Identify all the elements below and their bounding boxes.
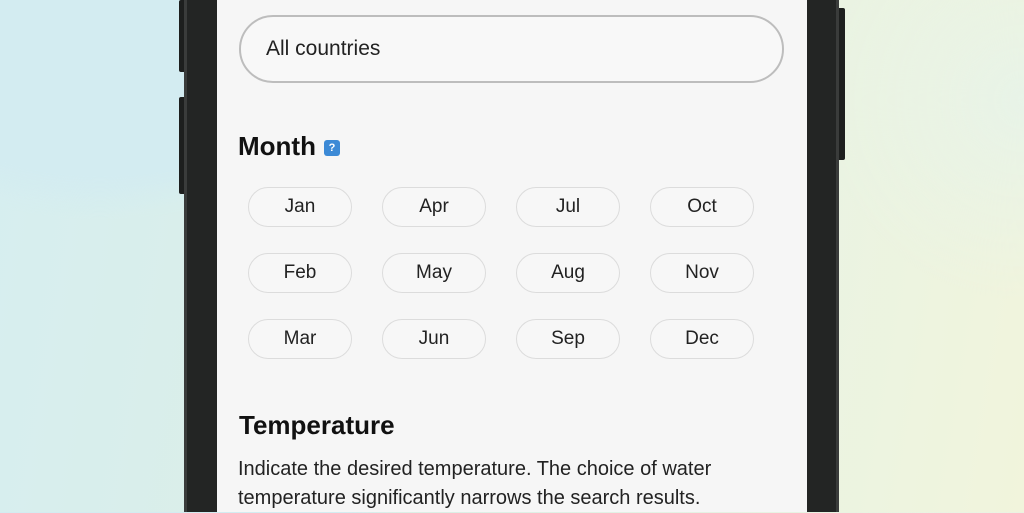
temperature-description: Indicate the desired temperature. The ch… [238,458,712,509]
month-chip-jun[interactable]: Jun [382,319,486,359]
month-chip-apr[interactable]: Apr [382,187,486,227]
month-chip-may[interactable]: May [382,253,486,293]
phone-volume-button [179,0,187,72]
month-chip-mar[interactable]: Mar [248,319,352,359]
month-chip-nov[interactable]: Nov [650,253,754,293]
country-select[interactable]: All countries [239,15,784,83]
month-chip-feb[interactable]: Feb [248,253,352,293]
month-chip-sep[interactable]: Sep [516,319,620,359]
month-chip-jul[interactable]: Jul [516,187,620,227]
phone-power-button [836,8,845,160]
month-chip-oct[interactable]: Oct [650,187,754,227]
month-chips: Jan Apr Jul Oct Feb May Aug Nov Mar Jun Sep Dec [248,187,754,359]
month-chip-dec[interactable]: Dec [650,319,754,359]
month-title: Month [238,131,316,161]
month-chip-aug[interactable]: Aug [516,253,620,293]
temperature-heading: Temperature [239,410,395,440]
help-icon[interactable]: ? [323,140,340,156]
month-chip-jan[interactable]: Jan [248,187,352,227]
phone-screen: All countries Month? Jan Apr Jul Oct Feb May A… [217,0,807,512]
phone-volume-button [179,97,187,194]
month-heading: Month? [238,131,340,162]
country-select-value: All countries [266,37,381,60]
